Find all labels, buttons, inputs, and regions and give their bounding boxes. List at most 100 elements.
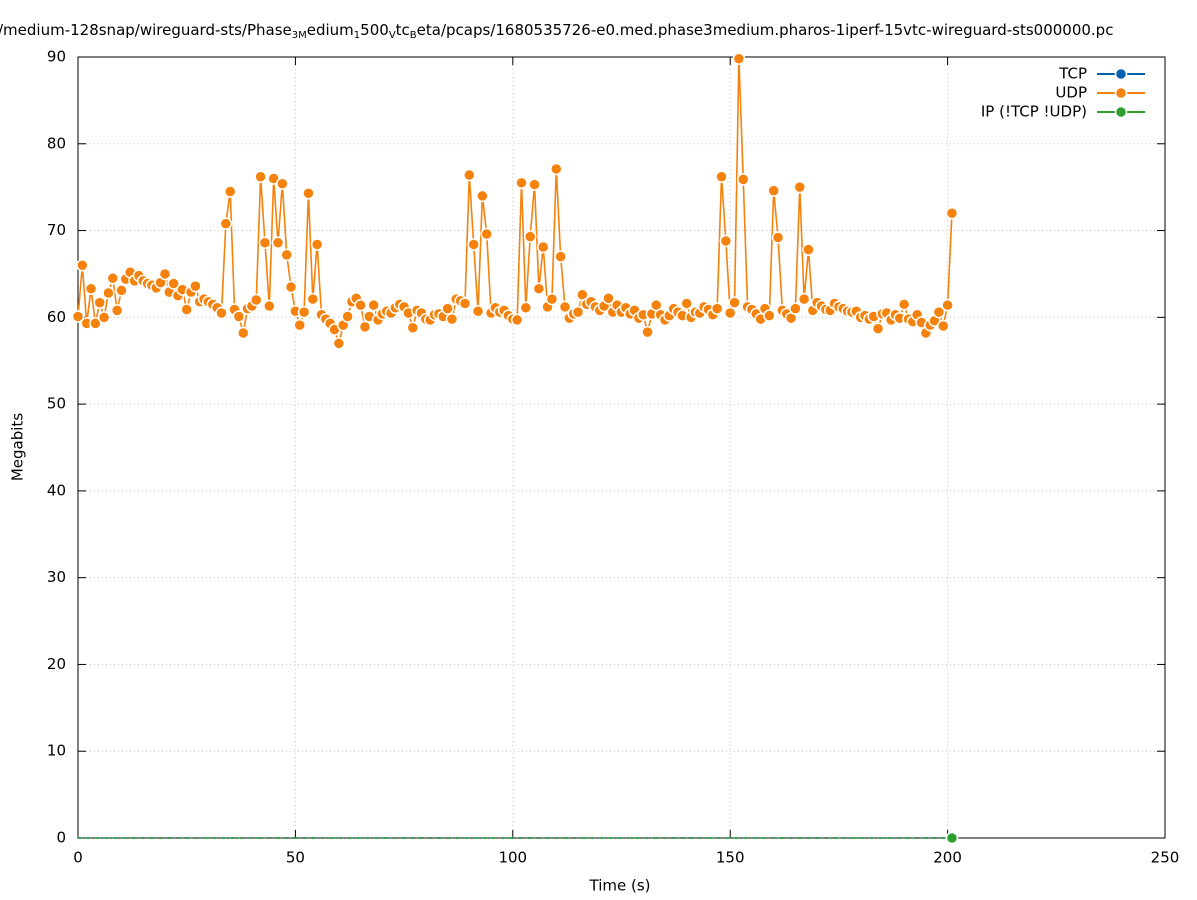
data-point bbox=[585, 837, 588, 839]
data-point bbox=[480, 227, 493, 241]
data-point bbox=[772, 837, 775, 839]
data-point bbox=[372, 837, 375, 839]
data-point bbox=[907, 837, 910, 839]
legend-marker bbox=[1114, 86, 1128, 100]
data-point bbox=[164, 837, 166, 839]
legend-marker bbox=[1114, 105, 1128, 119]
data-point bbox=[793, 180, 807, 194]
data-point bbox=[763, 309, 776, 322]
data-point bbox=[620, 837, 623, 839]
data-point bbox=[177, 837, 179, 839]
data-point bbox=[358, 320, 372, 334]
data-point bbox=[238, 837, 240, 839]
data-point bbox=[159, 837, 162, 839]
title-part: edium bbox=[307, 21, 354, 39]
data-point bbox=[433, 837, 436, 839]
data-point bbox=[89, 317, 102, 330]
x-axis-label: Time (s) bbox=[589, 877, 651, 895]
data-point bbox=[354, 298, 367, 312]
data-point bbox=[559, 837, 562, 839]
data-point bbox=[550, 162, 563, 176]
data-point bbox=[85, 837, 88, 839]
data-point bbox=[411, 837, 414, 839]
data-point bbox=[264, 837, 266, 839]
data-point bbox=[232, 310, 246, 323]
data-point bbox=[138, 837, 140, 839]
data-point bbox=[885, 837, 888, 839]
data-point bbox=[638, 837, 640, 839]
data-point bbox=[115, 284, 128, 297]
data-point bbox=[446, 837, 449, 839]
data-point bbox=[659, 837, 662, 839]
data-point bbox=[451, 837, 453, 839]
data-point bbox=[203, 837, 205, 839]
data-point bbox=[598, 837, 601, 839]
data-point bbox=[512, 837, 514, 839]
data-point bbox=[223, 185, 237, 198]
data-point bbox=[355, 837, 358, 839]
data-point bbox=[681, 837, 684, 839]
data-point bbox=[103, 837, 105, 839]
data-point bbox=[529, 837, 531, 839]
data-point bbox=[546, 837, 549, 839]
data-point bbox=[385, 837, 388, 839]
legend-label: UDP bbox=[1055, 84, 1087, 102]
data-point bbox=[503, 837, 505, 839]
data-point bbox=[607, 837, 610, 839]
data-point bbox=[551, 837, 553, 839]
data-point bbox=[458, 297, 472, 310]
data-point bbox=[933, 837, 936, 839]
data-point bbox=[359, 837, 362, 839]
data-point bbox=[189, 279, 202, 293]
data-point bbox=[515, 176, 528, 190]
data-point bbox=[272, 837, 275, 839]
data-point bbox=[677, 837, 679, 839]
y-tick-label: 80 bbox=[47, 134, 66, 152]
data-point bbox=[281, 837, 284, 839]
data-point bbox=[625, 837, 627, 839]
data-point bbox=[925, 837, 927, 839]
data-point bbox=[455, 837, 458, 839]
data-point bbox=[220, 837, 223, 839]
x-tick-label: 200 bbox=[933, 849, 962, 867]
data-point bbox=[938, 837, 940, 839]
data-point bbox=[945, 831, 959, 845]
data-point bbox=[920, 837, 923, 839]
data-point bbox=[107, 837, 110, 839]
data-point bbox=[468, 837, 471, 839]
data-point bbox=[459, 837, 462, 839]
title-part: eta/pcaps/1680535726-e0.med.phase3medium… bbox=[417, 21, 1114, 39]
data-point bbox=[846, 837, 849, 839]
data-point bbox=[903, 837, 905, 839]
data-point bbox=[142, 837, 145, 839]
data-point bbox=[302, 186, 315, 200]
data-point bbox=[916, 837, 918, 839]
data-point bbox=[146, 837, 149, 839]
data-point bbox=[723, 306, 737, 320]
data-point bbox=[898, 837, 901, 839]
data-point bbox=[394, 837, 397, 839]
data-point bbox=[364, 837, 366, 839]
legend-marker bbox=[1114, 67, 1128, 81]
data-point bbox=[937, 319, 950, 333]
data-point bbox=[825, 837, 827, 839]
data-point bbox=[390, 837, 392, 839]
data-point bbox=[612, 837, 614, 839]
data-point bbox=[298, 837, 301, 839]
data-point bbox=[797, 292, 811, 306]
data-point bbox=[219, 217, 233, 230]
data-point bbox=[485, 837, 488, 839]
y-tick-label: 10 bbox=[47, 742, 66, 760]
data-point bbox=[894, 837, 897, 839]
data-point bbox=[912, 837, 914, 839]
data-point bbox=[528, 178, 541, 191]
data-point bbox=[284, 280, 298, 294]
data-point bbox=[945, 206, 959, 220]
data-point bbox=[185, 837, 188, 839]
title-part: /medium-128snap/wireguard-sts/Phase bbox=[0, 21, 292, 39]
data-point bbox=[398, 837, 401, 839]
data-point bbox=[420, 837, 423, 839]
data-point bbox=[94, 837, 97, 839]
data-point bbox=[438, 837, 440, 839]
data-point bbox=[864, 837, 866, 839]
